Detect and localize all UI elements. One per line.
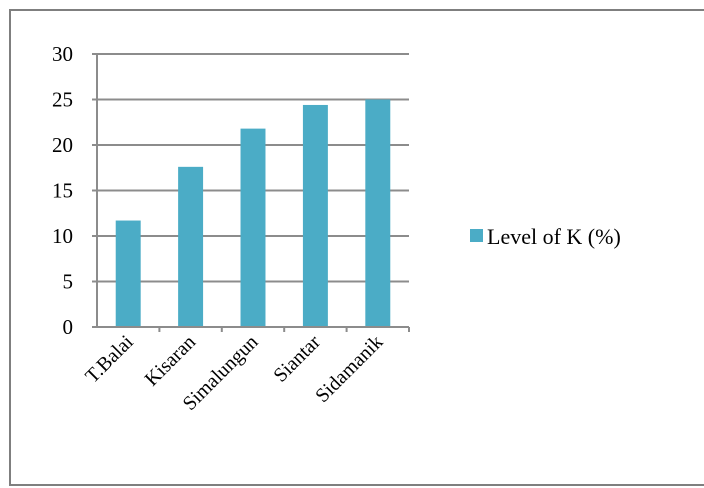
y-tick-label: 5 (63, 270, 74, 294)
legend: Level of K (%) (470, 224, 621, 249)
legend-label: Level of K (%) (487, 224, 621, 249)
bar-kisaran (178, 166, 204, 327)
legend-swatch (470, 229, 483, 242)
y-tick-label: 20 (52, 133, 73, 157)
bars (115, 99, 391, 328)
y-tick-label: 30 (52, 42, 73, 66)
x-category-label: Sidamanik (311, 331, 387, 407)
axes (92, 53, 410, 332)
y-tick-label: 15 (52, 179, 73, 203)
y-tick-label: 25 (52, 88, 73, 112)
bar-t-balai (115, 220, 141, 327)
bar-sidamanik (365, 99, 391, 327)
y-tick-label: 10 (52, 224, 73, 248)
y-axis-tick-labels: 0 5 10 15 20 25 30 (52, 42, 73, 339)
x-category-label: T.Balai (81, 331, 138, 388)
bar-siantar (302, 104, 328, 328)
bar-simalungun (240, 128, 266, 327)
x-category-label: Siantar (269, 331, 325, 387)
x-category-label: Kisaran (141, 331, 201, 391)
y-tick-label: 0 (63, 315, 74, 339)
